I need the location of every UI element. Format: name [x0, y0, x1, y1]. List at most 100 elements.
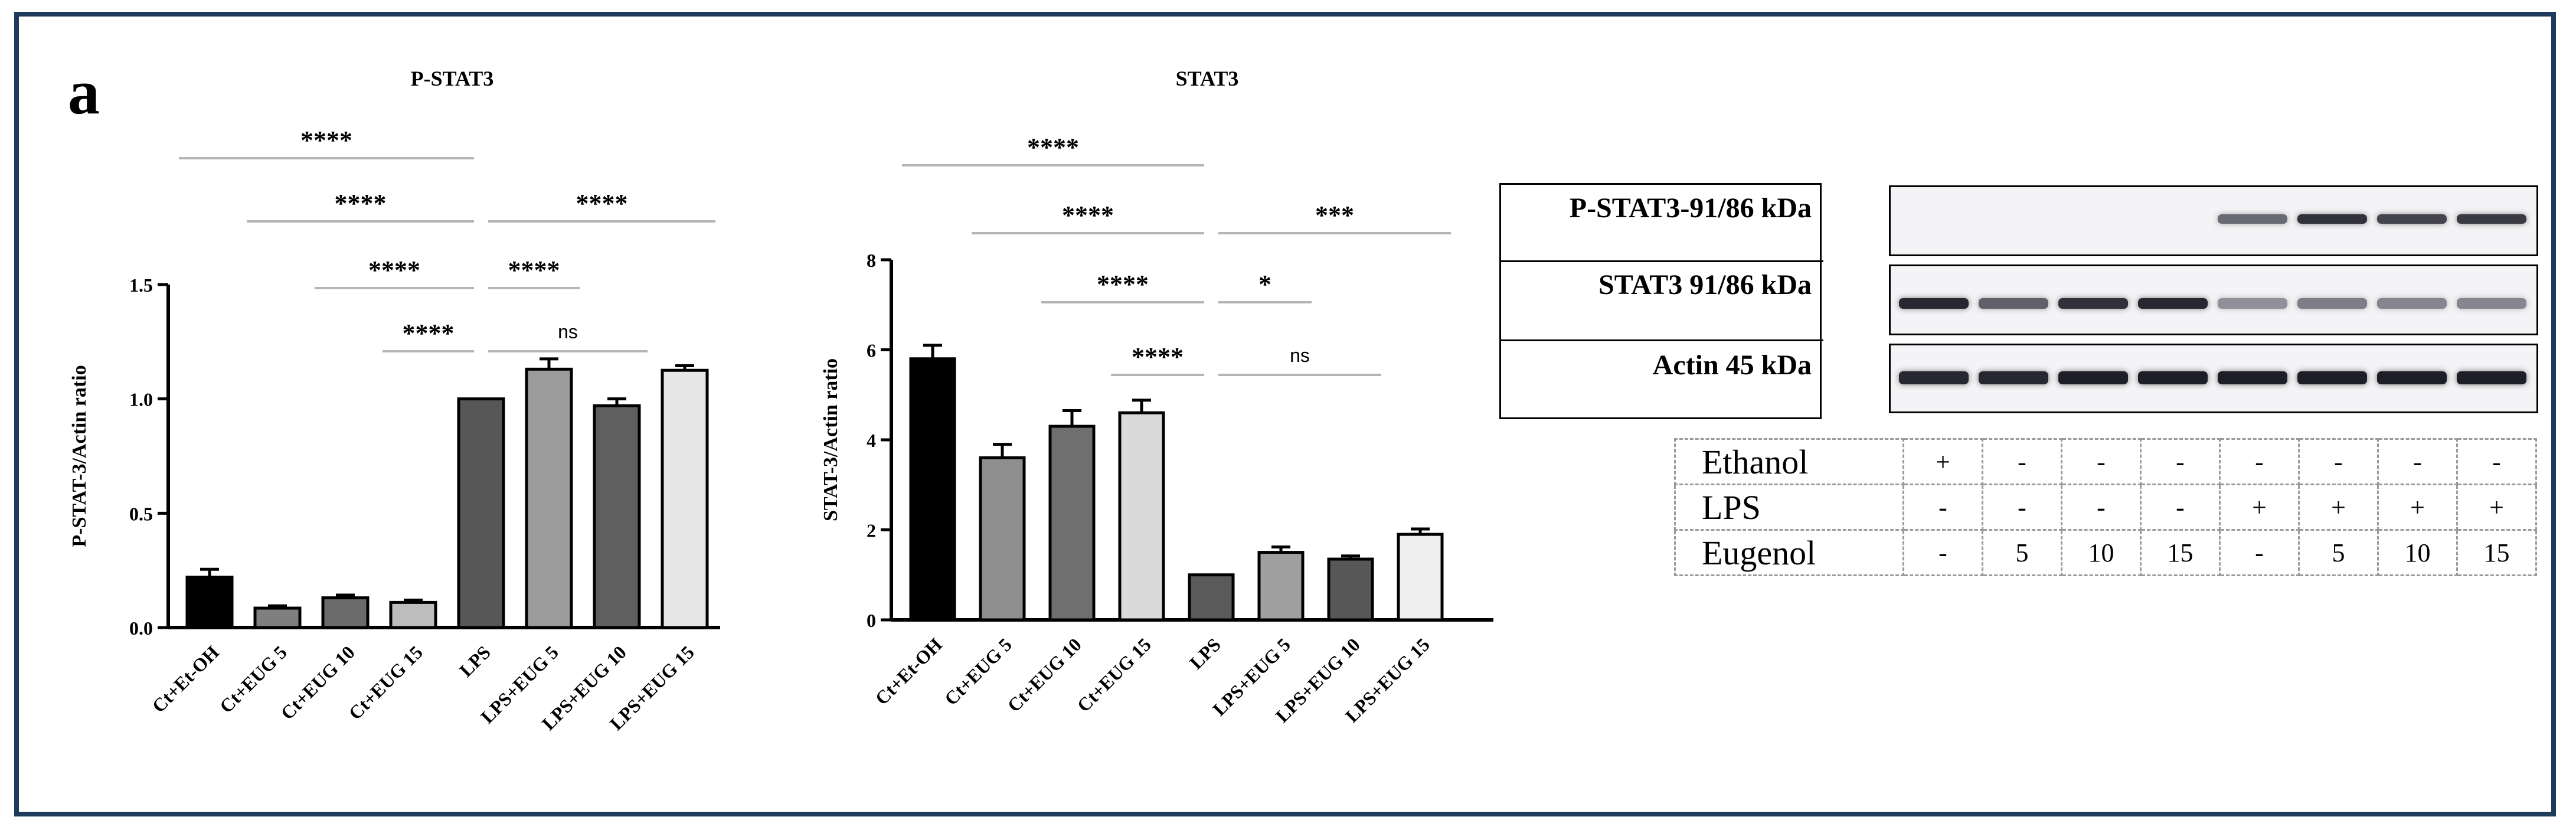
chart-title: STAT3 [1176, 67, 1239, 90]
blot-row-divider [1501, 260, 1823, 262]
x-tick-label: Ct+EUG 10 [1003, 633, 1086, 716]
significance-label: ns [1290, 345, 1310, 366]
condition-row-lps: LPS - - - - + + + + [1674, 484, 2537, 531]
bar [185, 576, 234, 629]
bar [979, 456, 1026, 622]
condition-cell: - [1982, 438, 2062, 485]
condition-cell: 15 [2140, 529, 2221, 576]
y-axis-label: P-STAT-3/Actin ratio [68, 365, 90, 547]
condition-cell: 5 [1982, 529, 2062, 576]
condition-cell: - [2140, 438, 2221, 485]
blot-band [1899, 371, 1969, 384]
significance-label: *** [1315, 201, 1354, 230]
significance-label: **** [1027, 133, 1079, 162]
blot-band [2377, 298, 2447, 309]
blot-band [2058, 298, 2128, 309]
blot-band [2138, 371, 2208, 384]
x-tick-label: LPS [455, 641, 495, 681]
condition-cell: - [1902, 484, 1983, 531]
bar [1257, 551, 1305, 622]
blot-band [2297, 298, 2367, 309]
condition-cell: + [2219, 484, 2300, 531]
bar [661, 368, 709, 629]
condition-cell: 10 [2377, 529, 2458, 576]
y-tick-label: 8 [867, 250, 876, 271]
blot-band [2457, 371, 2526, 384]
blot-label-actin: Actin 45 kDa [1652, 349, 1812, 381]
bar [593, 404, 641, 629]
blot-label-stat3: STAT3 91/86 kDa [1598, 269, 1812, 300]
condition-cell: - [2219, 438, 2300, 485]
significance-label: **** [1132, 342, 1184, 371]
significance-label: **** [508, 256, 560, 285]
blot-strip-p-stat3 [1889, 185, 2538, 256]
y-tick-label: 6 [867, 340, 876, 361]
x-tick-label: Ct+EUG 15 [344, 641, 427, 724]
blot-label-box: P-STAT3-91/86 kDa STAT3 91/86 kDa Actin … [1499, 183, 1823, 419]
significance-label: ns [558, 321, 578, 342]
x-tick-label: Ct+EUG 5 [940, 633, 1016, 709]
y-tick-label: 0 [867, 610, 876, 631]
condition-cell: - [1982, 484, 2062, 531]
condition-table: Ethanol + - - - - - - - LPS - - - - + + … [1674, 438, 2537, 576]
blot-band [2377, 371, 2447, 384]
panel-label: a [68, 57, 100, 128]
condition-cell: - [2377, 438, 2458, 485]
significance-label: * [1258, 270, 1271, 299]
blot-strip-actin [1889, 344, 2538, 413]
condition-cell: - [1902, 529, 1983, 576]
condition-row-ethanol: Ethanol + - - - - - - - [1674, 438, 2537, 485]
significance-label: **** [368, 256, 420, 285]
condition-name: Eugenol [1674, 529, 1904, 576]
significance-label: **** [1097, 270, 1149, 299]
bar [1188, 573, 1235, 622]
bar [1118, 411, 1165, 622]
significance-label: **** [300, 126, 352, 155]
condition-cell: - [2061, 438, 2142, 485]
bar [321, 596, 370, 629]
blot-band [2058, 371, 2128, 384]
blot-band [2457, 298, 2526, 309]
chart-p-stat3: P-STAT3 P-STAT-3/Actin ratio 0.0 0.5 1.0 1.5 C… [68, 67, 720, 734]
condition-cell: 10 [2061, 529, 2142, 576]
bar [1397, 533, 1444, 622]
bar [1327, 557, 1374, 622]
y-tick-label: 2 [867, 520, 876, 541]
x-tick-label: Ct+EUG 15 [1073, 633, 1155, 716]
blot-row-divider [1501, 339, 1823, 341]
blot-label-p-stat3: P-STAT3-91/86 kDa [1569, 192, 1812, 224]
blot-strip-stat3 [1889, 264, 2538, 335]
y-tick-label: 0.5 [129, 503, 153, 524]
condition-cell: + [1902, 438, 1983, 485]
bar [457, 397, 505, 629]
blot-band [1979, 371, 2048, 384]
x-tick-label: Ct+Et-OH [871, 633, 946, 709]
significance-label: **** [576, 189, 628, 218]
condition-cell: + [2298, 484, 2379, 531]
x-tick-label: LPS [1185, 633, 1225, 673]
condition-cell: - [2140, 484, 2221, 531]
blot-band [1979, 298, 2048, 309]
blot-band [2297, 214, 2367, 224]
blot-band [2297, 371, 2367, 384]
blot-band [1899, 298, 1969, 309]
y-tick-label: 1.5 [129, 275, 153, 296]
condition-row-eugenol: Eugenol - 5 10 15 - 5 10 15 [1674, 529, 2537, 576]
condition-cell: + [2377, 484, 2458, 531]
condition-cell: - [2298, 438, 2379, 485]
bar [253, 606, 302, 629]
y-tick-label: 1.0 [129, 389, 153, 410]
blot-band [2218, 298, 2287, 309]
condition-cell: + [2456, 484, 2537, 531]
condition-cell: 5 [2298, 529, 2379, 576]
condition-cell: 15 [2456, 529, 2537, 576]
blot-band [2218, 371, 2287, 384]
condition-cell: - [2061, 484, 2142, 531]
bar [1048, 424, 1096, 622]
y-axis-label: STAT-3/Actin ratio [820, 358, 842, 521]
bar [389, 600, 437, 629]
condition-cell: - [2219, 529, 2300, 576]
blot-band [2138, 298, 2208, 309]
western-blot: P-STAT3-91/86 kDa STAT3 91/86 kDa Actin … [1499, 183, 2539, 425]
